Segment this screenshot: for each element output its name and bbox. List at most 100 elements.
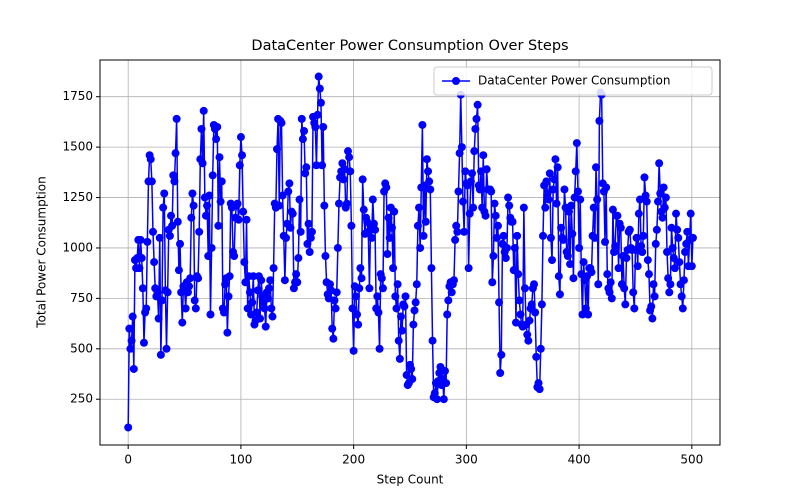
data-point bbox=[212, 135, 221, 144]
data-point bbox=[453, 227, 462, 236]
data-point bbox=[416, 243, 425, 252]
data-point bbox=[369, 219, 378, 228]
data-point bbox=[433, 395, 442, 404]
data-point bbox=[661, 193, 670, 202]
y-tick-label: 1250 bbox=[62, 190, 93, 204]
data-point bbox=[688, 233, 697, 242]
data-point bbox=[252, 308, 261, 317]
data-point bbox=[666, 280, 675, 289]
data-point bbox=[321, 252, 330, 261]
data-point bbox=[333, 243, 342, 252]
data-point bbox=[520, 284, 529, 293]
data-point bbox=[220, 308, 228, 317]
data-point bbox=[266, 276, 275, 285]
data-point bbox=[510, 243, 519, 252]
data-point bbox=[253, 286, 262, 295]
data-point bbox=[315, 84, 324, 93]
data-point bbox=[458, 197, 467, 206]
data-point bbox=[481, 211, 490, 220]
x-tick-label: 100 bbox=[229, 453, 252, 467]
data-point bbox=[292, 270, 301, 279]
data-point bbox=[282, 233, 290, 242]
data-point bbox=[223, 328, 232, 337]
data-point bbox=[125, 324, 134, 333]
data-point bbox=[135, 264, 144, 273]
data-point bbox=[412, 280, 421, 289]
data-point bbox=[637, 241, 646, 250]
data-point bbox=[345, 153, 354, 162]
data-point bbox=[442, 379, 451, 388]
data-point bbox=[678, 304, 687, 313]
data-point bbox=[578, 310, 587, 319]
data-point bbox=[129, 364, 138, 373]
data-point bbox=[391, 292, 400, 301]
data-point bbox=[385, 233, 394, 242]
data-point bbox=[649, 280, 658, 289]
data-point bbox=[390, 207, 399, 216]
data-point bbox=[288, 209, 297, 218]
data-point bbox=[295, 195, 304, 204]
data-point bbox=[205, 191, 214, 200]
data-point bbox=[508, 217, 517, 226]
data-point bbox=[198, 159, 207, 168]
data-point bbox=[172, 114, 181, 123]
data-point bbox=[430, 389, 439, 398]
data-point bbox=[263, 294, 272, 303]
data-point bbox=[679, 276, 688, 285]
data-point bbox=[278, 191, 287, 200]
data-point bbox=[124, 423, 133, 432]
data-point bbox=[455, 149, 464, 158]
data-point bbox=[505, 201, 514, 210]
data-point bbox=[554, 272, 563, 281]
data-point bbox=[392, 304, 401, 313]
data-point bbox=[155, 233, 164, 242]
data-point bbox=[549, 185, 558, 194]
data-point bbox=[159, 203, 168, 212]
data-point bbox=[584, 310, 593, 319]
data-point bbox=[240, 258, 249, 267]
data-point bbox=[163, 288, 172, 297]
legend-marker bbox=[452, 77, 460, 85]
data-point bbox=[304, 219, 313, 228]
data-point bbox=[424, 167, 433, 176]
data-point bbox=[357, 274, 366, 283]
data-point bbox=[460, 227, 469, 236]
data-point bbox=[534, 379, 543, 388]
data-point bbox=[169, 171, 178, 180]
data-point bbox=[608, 205, 617, 214]
data-point bbox=[516, 310, 525, 319]
data-point bbox=[488, 278, 497, 287]
data-point bbox=[640, 173, 649, 182]
data-point bbox=[633, 262, 642, 271]
data-point bbox=[468, 169, 476, 178]
data-point bbox=[639, 231, 648, 240]
data-point bbox=[531, 308, 540, 317]
data-point bbox=[457, 143, 466, 152]
data-point bbox=[245, 288, 254, 297]
data-point bbox=[176, 239, 185, 248]
data-point bbox=[217, 177, 226, 186]
data-point bbox=[614, 264, 623, 273]
data-point bbox=[136, 235, 145, 244]
data-point bbox=[395, 354, 404, 363]
x-axis-label: Step Count bbox=[377, 473, 444, 487]
data-point bbox=[616, 223, 625, 232]
data-point bbox=[638, 247, 647, 256]
data-point bbox=[173, 217, 182, 226]
data-point bbox=[411, 298, 420, 307]
data-point bbox=[269, 264, 278, 273]
data-point bbox=[329, 334, 338, 343]
data-point bbox=[479, 151, 488, 160]
data-point bbox=[374, 308, 383, 317]
y-tick-label: 1500 bbox=[62, 140, 93, 154]
data-point bbox=[466, 177, 475, 186]
data-point bbox=[256, 314, 265, 323]
data-point bbox=[331, 304, 340, 313]
data-point bbox=[472, 114, 481, 123]
data-point bbox=[551, 155, 560, 164]
data-point bbox=[190, 296, 199, 305]
data-point bbox=[301, 169, 310, 178]
data-point bbox=[545, 169, 554, 178]
data-point bbox=[128, 312, 137, 321]
